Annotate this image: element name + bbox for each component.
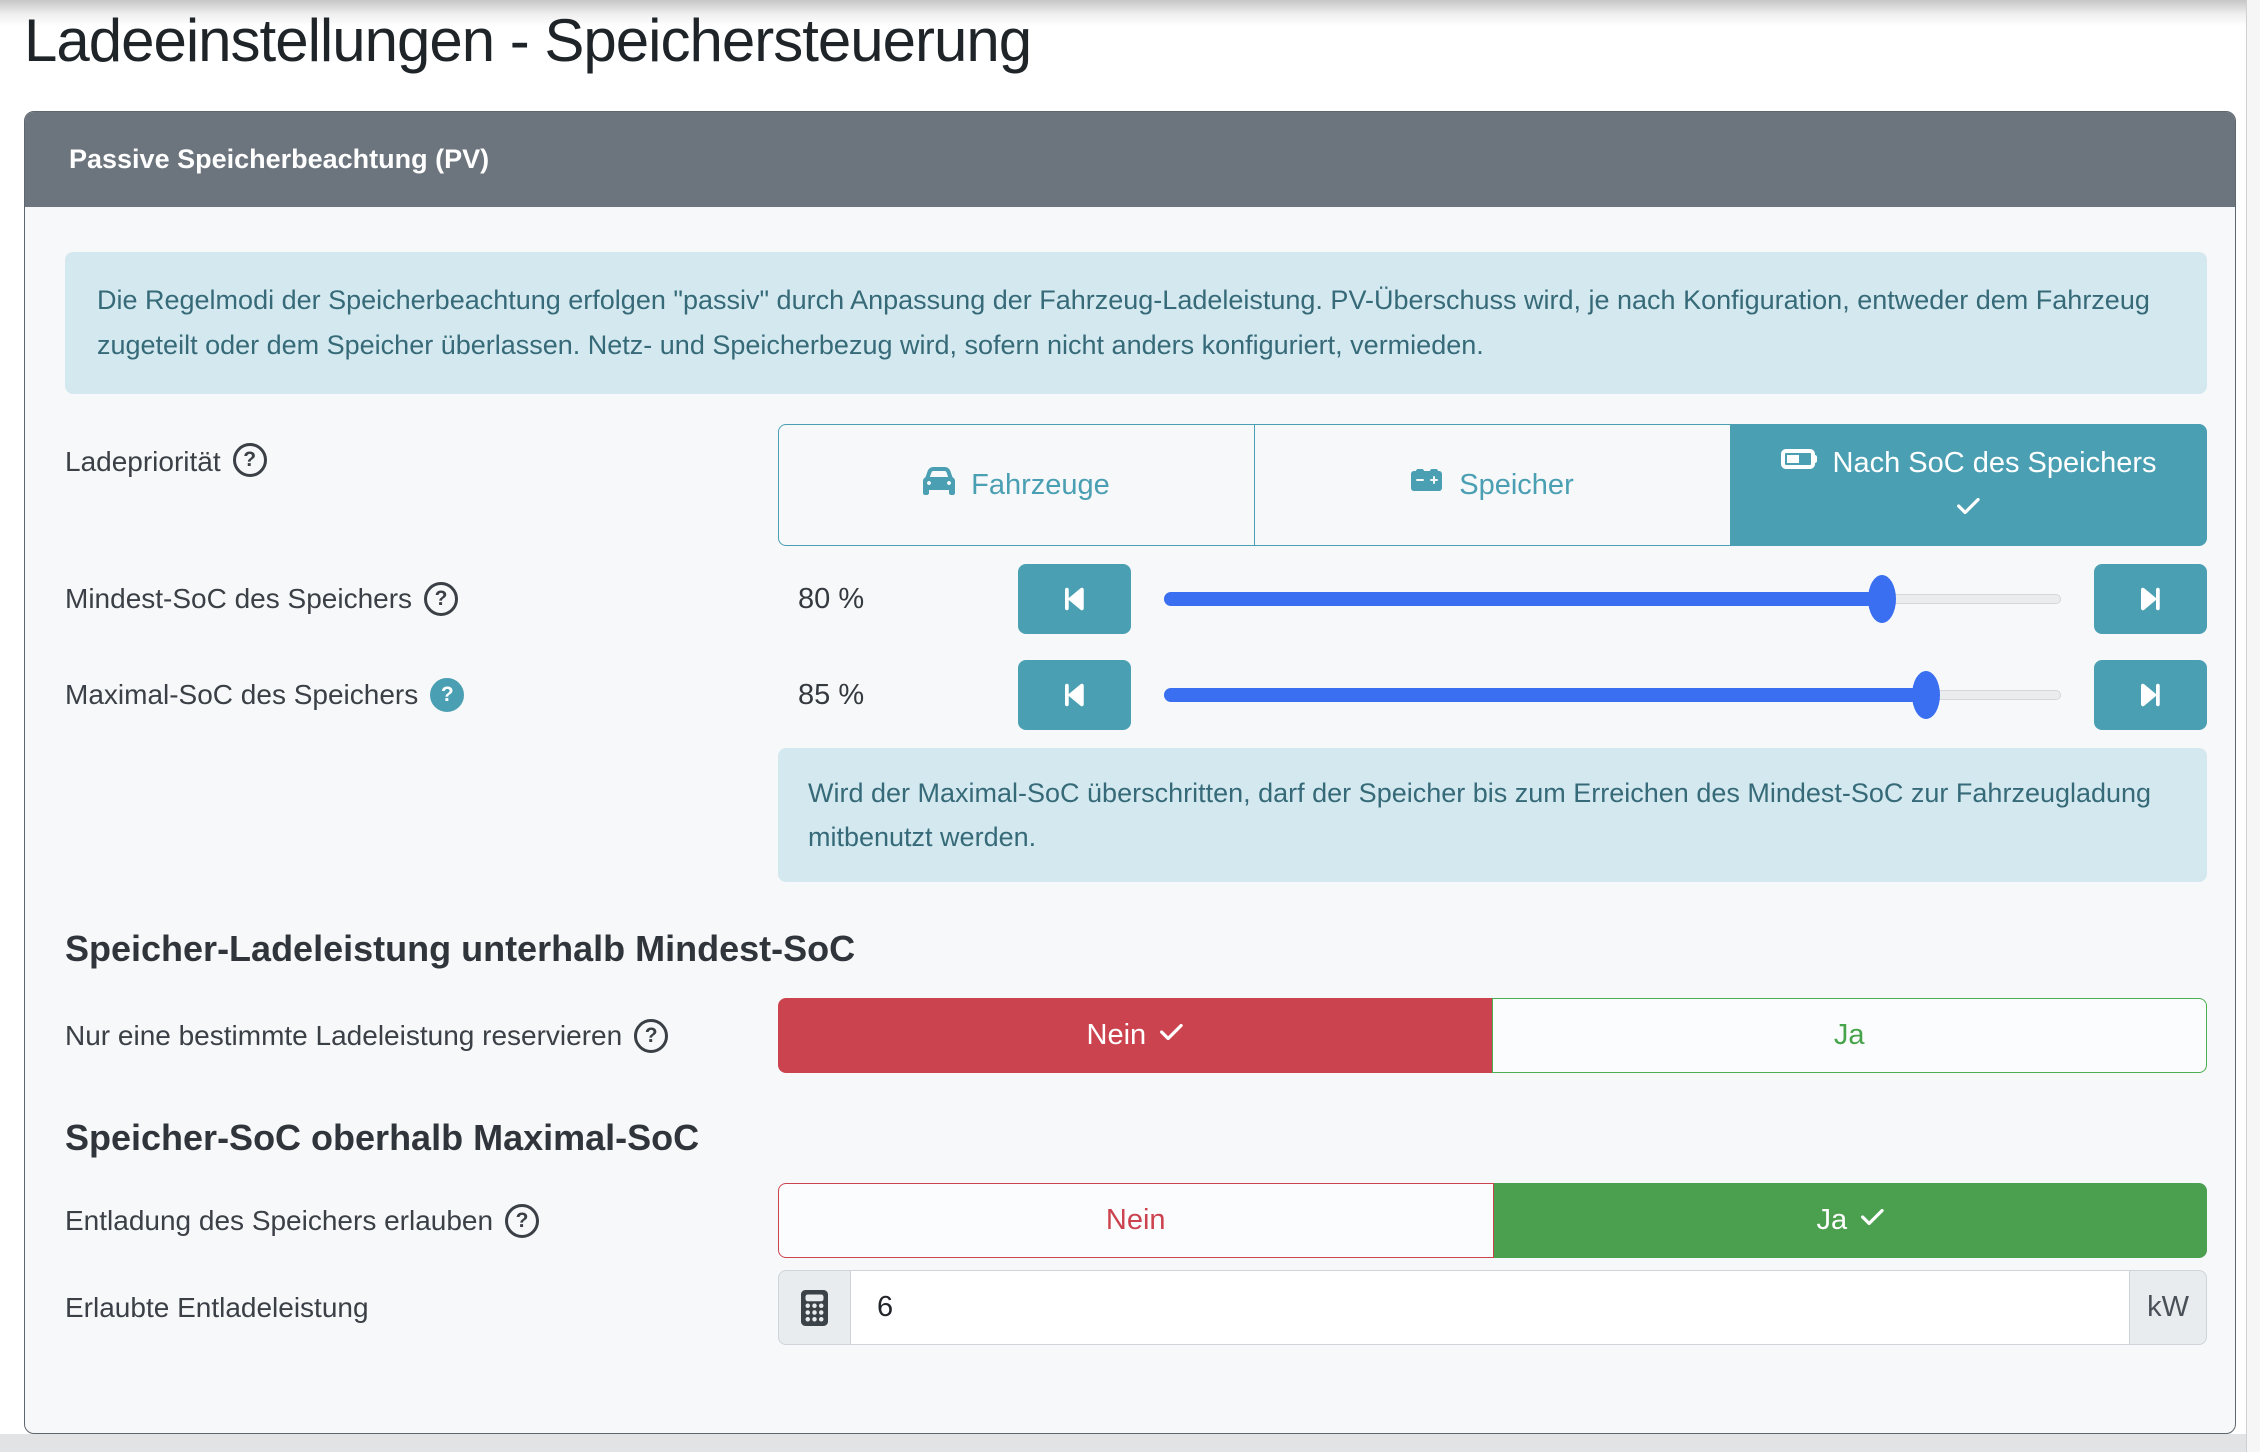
min-soc-slider[interactable] [1164,564,2061,634]
step-forward-icon [2141,584,2160,614]
min-soc-controls: 80 % [778,564,2207,634]
discharge-allow-label: Entladung des Speichers erlauben [65,1204,494,1236]
priority-option-by-soc[interactable]: Nach SoC des Speichers [1730,424,2207,546]
question-circle-icon[interactable]: ? [505,1203,540,1238]
max-soc-value: 85 % [798,678,865,711]
discharge-allow-button-group: Nein Ja [778,1183,2207,1258]
check-icon [1957,493,1980,527]
car-battery-icon [1411,465,1443,505]
max-soc-step-max-button[interactable] [2094,660,2207,730]
soc-note-text: Wird der Maximal-SoC überschritten, darf… [808,778,2152,852]
max-soc-slider[interactable] [1164,660,2061,730]
question-circle-icon[interactable]: ? [634,1018,669,1053]
discharge-power-controls: kW [778,1270,2207,1345]
passive-storage-card: Passive Speicherbeachtung (PV) Die Regel… [24,111,2236,1434]
max-soc-label-col: Maximal-SoC des Speichers ? [65,660,778,730]
question-circle-icon[interactable]: ? [232,443,267,477]
card-body: Die Regelmodi der Speicherbeachtung erfo… [25,207,2235,1345]
charge-priority-button-group: Fahrzeuge Speicher [778,424,2207,546]
max-soc-label: Maximal-SoC des Speichers [65,679,419,710]
check-icon [1160,1019,1183,1053]
min-soc-slider-fill [1164,592,1882,606]
charge-priority-row: Ladepriorität ? Fahrzeuge [65,424,2207,546]
min-soc-value: 80 % [798,582,865,615]
page-title: Ladeeinstellungen - Speichersteuerung [24,7,1032,74]
priority-option-by-soc-line: Nach SoC des Speichers [1780,443,2157,483]
max-soc-controls: 85 % [778,660,2207,730]
calculator-icon [778,1270,851,1345]
charge-priority-controls: Fahrzeuge Speicher [778,424,2207,546]
discharge-section-heading: Speicher-SoC oberhalb Maximal-SoC [65,1117,700,1158]
page-bottom-strip [0,1434,2260,1452]
step-forward-icon [2141,680,2160,710]
discharge-yes-button[interactable]: Ja [1493,1183,2207,1258]
reserve-no-button[interactable]: Nein [778,998,1492,1073]
priority-option-storage-label: Speicher [1459,468,1574,501]
charge-priority-label: Ladepriorität [65,446,221,477]
min-soc-label: Mindest-SoC des Speichers [65,583,413,614]
reserve-row: Nur eine bestimmte Ladeleistung reservie… [65,998,2207,1073]
soc-note-alert: Wird der Maximal-SoC überschritten, darf… [778,748,2207,882]
discharge-power-input[interactable] [851,1270,2129,1345]
question-circle-icon[interactable]: ? [430,678,465,712]
charge-priority-label-col: Ladepriorität ? [65,424,778,546]
car-icon [923,465,956,505]
check-icon [1861,1204,1884,1238]
question-circle-icon[interactable]: ? [424,582,459,616]
discharge-power-label-col: Erlaubte Entladeleistung [65,1270,778,1345]
discharge-power-input-group: kW [778,1270,2207,1345]
min-soc-row: Mindest-SoC des Speichers ? 80 % [65,564,2207,634]
discharge-allow-controls: Nein Ja [778,1183,2207,1258]
priority-option-vehicles-label: Fahrzeuge [971,468,1110,501]
reserve-yes-button[interactable]: Ja [1491,998,2207,1073]
min-soc-step-max-button[interactable] [2094,564,2207,634]
min-soc-step-min-button[interactable] [1018,564,1131,634]
reserve-label-col: Nur eine bestimmte Ladeleistung reservie… [65,998,778,1073]
priority-option-storage[interactable]: Speicher [1254,424,1731,546]
discharge-yes-label: Ja [1816,1204,1848,1236]
card-header: Passive Speicherbeachtung (PV) [25,112,2235,207]
reserve-button-group: Nein Ja [778,998,2207,1073]
priority-option-by-soc-label: Nach SoC des Speichers [1832,446,2157,479]
discharge-allow-row: Entladung des Speichers erlauben ? Nein … [65,1183,2207,1258]
discharge-no-button[interactable]: Nein [778,1183,1494,1258]
intro-alert: Die Regelmodi der Speicherbeachtung erfo… [65,252,2207,394]
discharge-no-label: Nein [1105,1204,1166,1236]
max-soc-row: Maximal-SoC des Speichers ? 85 % [65,660,2207,730]
scrollbar[interactable] [2246,0,2260,1452]
min-soc-label-col: Mindest-SoC des Speichers ? [65,564,778,634]
intro-alert-text: Die Regelmodi der Speicherbeachtung erfo… [97,285,2150,360]
reserve-section-heading: Speicher-Ladeleistung unterhalb Mindest-… [65,928,856,969]
max-soc-slider-thumb[interactable] [1912,671,1941,719]
discharge-allow-label-col: Entladung des Speichers erlauben ? [65,1183,778,1258]
battery-half-icon [1780,443,1817,483]
discharge-power-label: Erlaubte Entladeleistung [65,1291,369,1323]
card-header-title: Passive Speicherbeachtung (PV) [69,144,490,174]
priority-option-vehicles[interactable]: Fahrzeuge [778,424,1255,546]
reserve-no-label: Nein [1086,1019,1147,1051]
reserve-label: Nur eine bestimmte Ladeleistung reservie… [65,1019,623,1051]
reserve-controls: Nein Ja [778,998,2207,1073]
step-backward-icon [1065,680,1084,710]
discharge-power-row: Erlaubte Entladeleistung kW [65,1270,2207,1345]
max-soc-slider-fill [1164,688,1927,702]
max-soc-step-min-button[interactable] [1018,660,1131,730]
reserve-yes-label: Ja [1833,1019,1865,1051]
discharge-power-unit: kW [2129,1270,2207,1345]
min-soc-slider-thumb[interactable] [1867,575,1896,623]
step-backward-icon [1065,584,1084,614]
